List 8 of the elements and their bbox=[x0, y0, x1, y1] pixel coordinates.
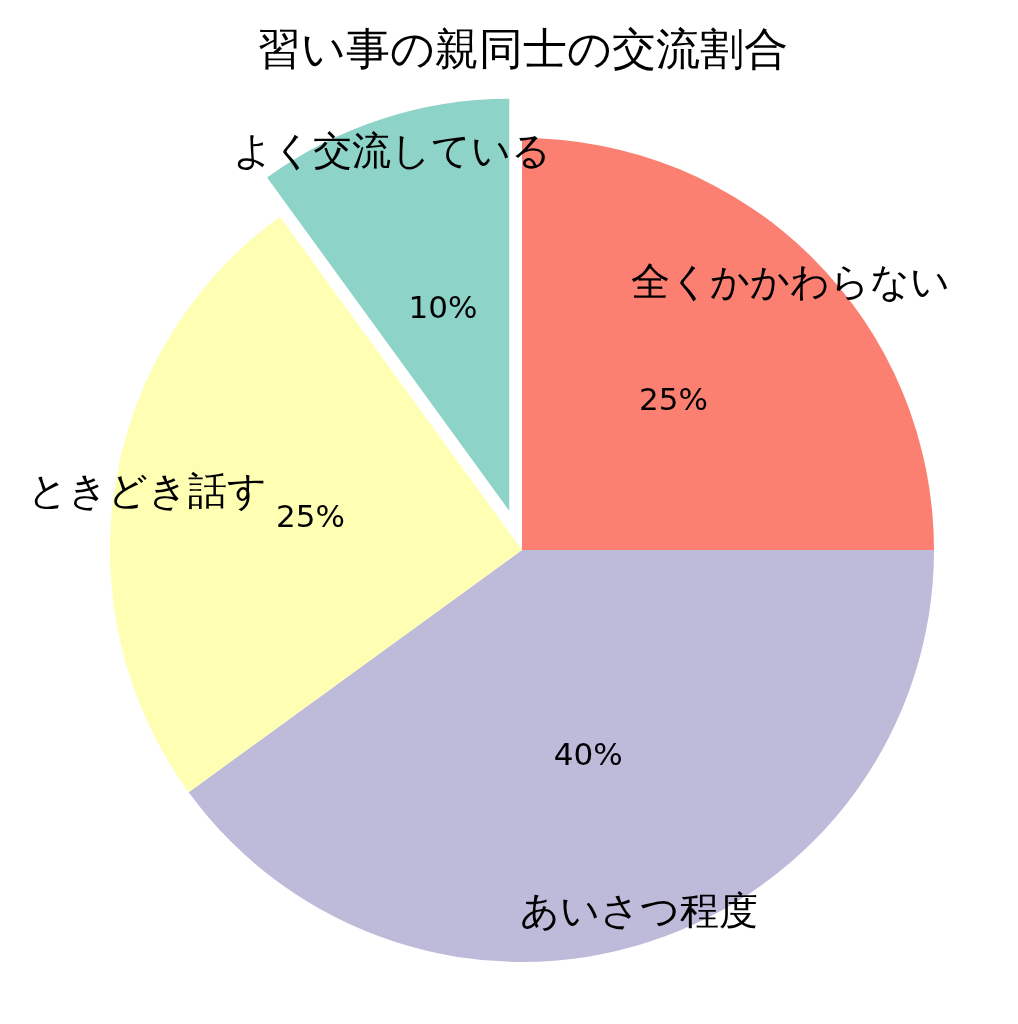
data-label: 40% bbox=[553, 735, 623, 772]
slice-label: ときどき話す bbox=[28, 468, 268, 514]
slice-label: あいさつ程度 bbox=[520, 887, 759, 933]
data-label: 25% bbox=[639, 380, 708, 417]
chart-title: 習い事の親同士の交流割合 bbox=[256, 22, 788, 74]
slice-label: 全くかかわらない bbox=[630, 259, 950, 305]
data-label: 25% bbox=[275, 498, 345, 535]
data-label: 10% bbox=[408, 289, 478, 326]
